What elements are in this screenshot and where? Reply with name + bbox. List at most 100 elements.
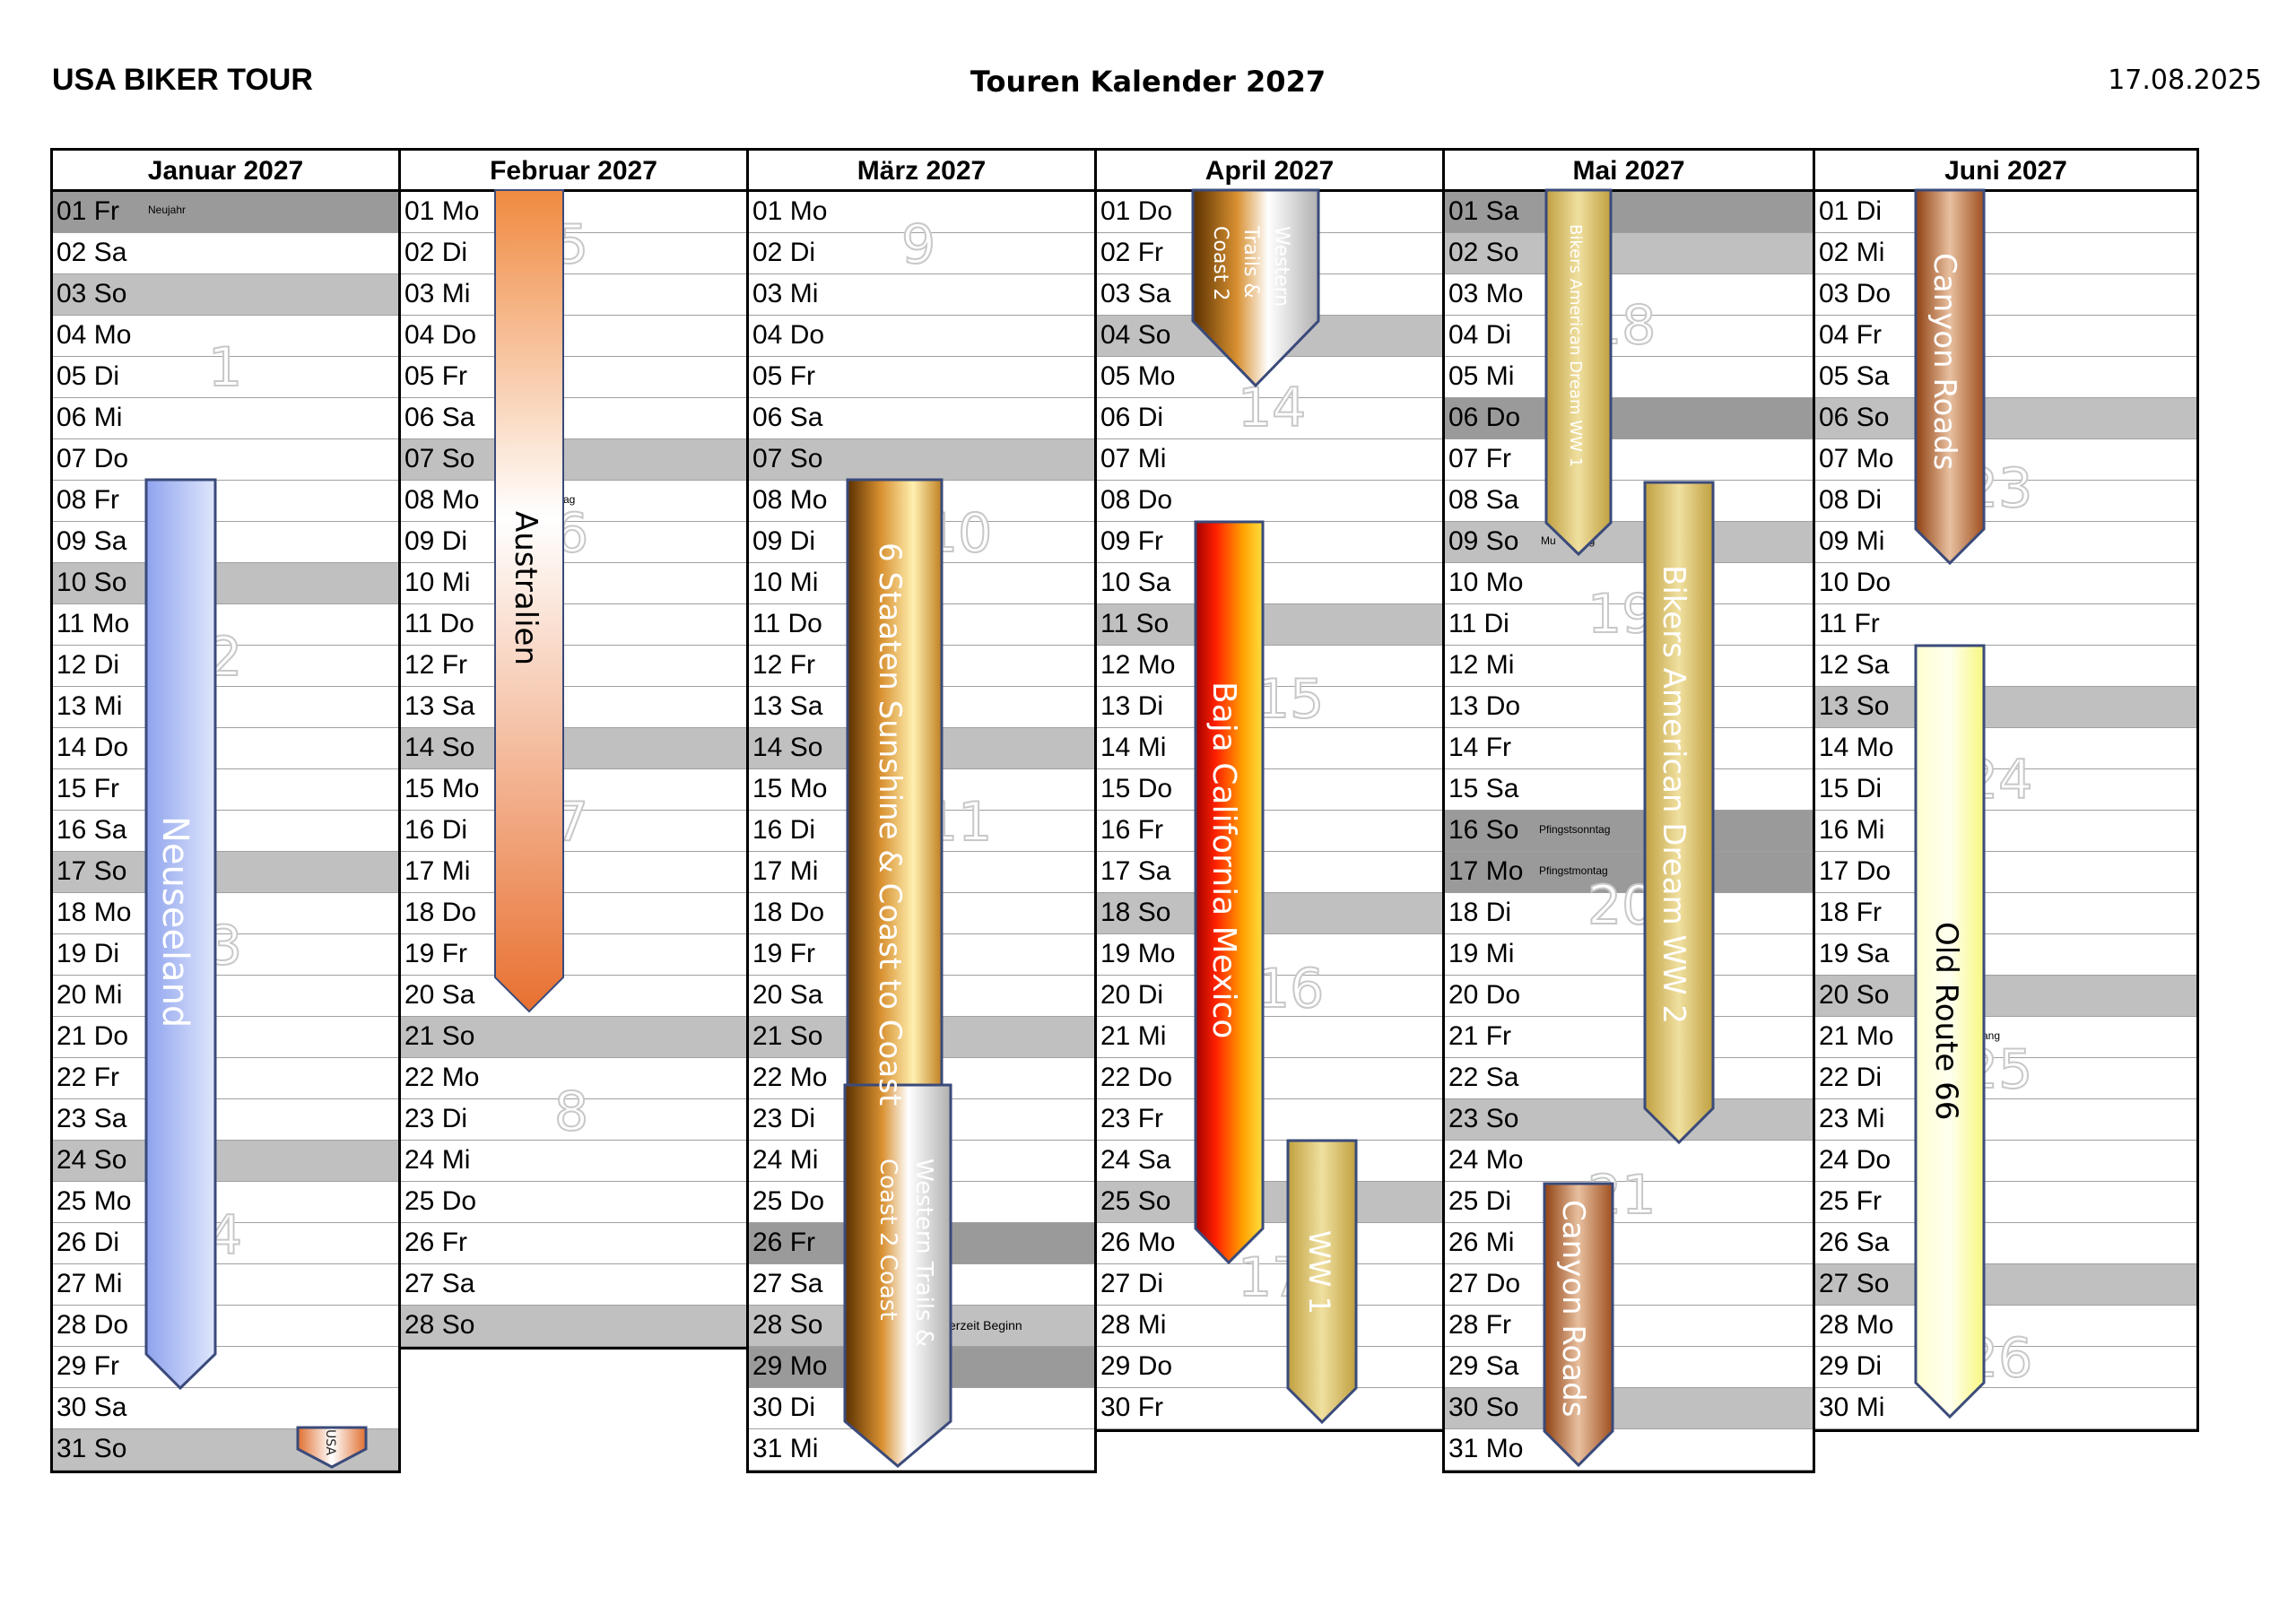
day-row: 02 Mi (1815, 233, 2196, 274)
day-row: 28 Mo (1815, 1306, 2196, 1347)
day-list: 01 Mo 02 Di 03 Mi 04 Do 05 Fr 06 Sa 07 So 08 Mo… (401, 192, 746, 1347)
day-row: 03 So (53, 274, 398, 316)
day-row: 13 Do (1445, 687, 1813, 728)
day-row: 20 Di (1097, 976, 1442, 1017)
day-row: 09 Di (401, 522, 746, 563)
day-row: 17 So (53, 852, 398, 893)
day-row: 15 Do (1097, 769, 1442, 811)
day-row: 01 Di (1815, 192, 2196, 233)
day-row: 20 Mi (53, 976, 398, 1017)
day-row: 28 Do (53, 1306, 398, 1347)
day-row: 09 Sa (53, 522, 398, 563)
day-list: 01 Sa 02 So 03 Mo 04 Di 05 Mi 06 Do 07 Fr 08 Sa… (1445, 192, 1813, 1471)
month-column-june: Juni 2027 01 Di 02 Mi 03 Do 04 Fr 05 Sa 06 So… (1813, 148, 2199, 1432)
holiday-note-pfingstmontag: Pfingstmontag (1539, 864, 1608, 877)
tour-label-usa: USA (323, 1429, 337, 1455)
day-row: 01 Mo (749, 192, 1094, 233)
day-row: 16 So (1445, 811, 1813, 852)
day-row: 15 Sa (1445, 769, 1813, 811)
day-row: 14 Do (53, 728, 398, 769)
tour-label-baja: Baja California Mexico (1205, 681, 1242, 1039)
day-row: 12 Mo (1097, 646, 1442, 687)
tour-bar-usa (296, 1426, 368, 1469)
day-row: 12 Di (53, 646, 398, 687)
day-row: 23 Di (401, 1099, 746, 1141)
day-row: 25 Mo (53, 1182, 398, 1223)
month-header: März 2027 (749, 151, 1094, 192)
tour-label-bad-ww1: Bikers American Dream WW 1 (1566, 224, 1585, 468)
day-row: 04 Mo (53, 316, 398, 357)
day-row: 17 Do (1815, 852, 2196, 893)
day-row: 01 Mo (401, 192, 746, 233)
day-row: 27 Sa (401, 1264, 746, 1306)
day-row: 22 Do (1097, 1058, 1442, 1099)
day-row: 05 Di (53, 357, 398, 398)
day-row: 16 Sa (53, 811, 398, 852)
tour-label-neuseeland: Neuseeland (154, 816, 196, 1028)
day-row: 29 Do (1097, 1347, 1442, 1388)
day-row: 18 Mo (53, 893, 398, 934)
tour-bar-bad-ww1 (1544, 188, 1613, 557)
week-number: 14 (1237, 376, 1307, 440)
day-row: 29 Sa (1445, 1347, 1813, 1388)
day-row: 06 Sa (401, 398, 746, 439)
day-row: 19 Mo (1097, 934, 1442, 976)
company-name: USA BIKER TOUR (52, 63, 313, 97)
day-row: 20 So (1815, 976, 2196, 1017)
day-row: 22 Fr (53, 1058, 398, 1099)
day-row: 25 So (1097, 1182, 1442, 1223)
day-row: 02 Sa (53, 233, 398, 274)
day-row: 16 Fr (1097, 811, 1442, 852)
day-row: 06 Di (1097, 398, 1442, 439)
day-row: 09 Mi (1815, 522, 2196, 563)
day-row: 07 Mo (1815, 439, 2196, 481)
day-row: 14 Mo (1815, 728, 2196, 769)
day-row: 11 Do (401, 604, 746, 646)
day-row: 17 Sa (1097, 852, 1442, 893)
tour-bar-australien (494, 189, 564, 1013)
week-number: 15 (1255, 667, 1325, 732)
day-row: 18 Di (1445, 893, 1813, 934)
day-row: 15 Mo (401, 769, 746, 811)
day-row: 18 So (1097, 893, 1442, 934)
day-row: 12 Mi (1445, 646, 1813, 687)
month-header: Juni 2027 (1815, 151, 2196, 192)
day-row: 24 Do (1815, 1141, 2196, 1182)
holiday-note-neujahr: Neujahr (148, 204, 187, 216)
day-row: 05 Sa (1815, 357, 2196, 398)
day-row: 12 Fr (401, 646, 746, 687)
day-row: 22 Mo (401, 1058, 746, 1099)
day-row: 26 Mi (1445, 1223, 1813, 1264)
page-title: Touren Kalender 2027 (970, 65, 1326, 99)
tour-bar-western-trails-april (1191, 188, 1320, 388)
holiday-note: Mu (1541, 534, 1556, 547)
day-row: 03 Mo (1445, 274, 1813, 316)
tour-bar-ww1 (1286, 1139, 1358, 1425)
day-row: 23 So (1445, 1099, 1813, 1141)
day-row: 01 Sa (1445, 192, 1813, 233)
day-row: 08 Di (1815, 481, 2196, 522)
day-row: 30 Mi (1815, 1388, 2196, 1429)
day-row: 18 Fr (1815, 893, 2196, 934)
tour-label-6-staaten: 6 Staaten Sunshine & Coast to Coast (872, 542, 908, 1107)
day-row: 23 Mi (1815, 1099, 2196, 1141)
day-row: 04 Di (1445, 316, 1813, 357)
month-column-may: Mai 2027 01 Sa 02 So 03 Mo 04 Di 05 Mi 06 Do 0… (1442, 148, 1815, 1473)
day-row: 13 Sa (401, 687, 746, 728)
tour-bar-old-route-66 (1914, 644, 1986, 1419)
day-row: 12 Sa (1815, 646, 2196, 687)
day-row: 26 Fr (401, 1223, 746, 1264)
day-row: 04 Do (401, 316, 746, 357)
day-row: 30 Fr (1097, 1388, 1442, 1429)
day-row: 09 So (1445, 522, 1813, 563)
day-row: 03 Mi (401, 274, 746, 316)
day-row: 07 So (749, 439, 1094, 481)
day-row: 14 Fr (1445, 728, 1813, 769)
day-row: 06 So (1815, 398, 2196, 439)
day-row: 21 So (401, 1017, 746, 1058)
day-row: 23 Fr (1097, 1099, 1442, 1141)
day-list: 01 Fr 02 Sa 03 So 04 Mo 05 Di 06 Mi 07 Do 08 Fr… (53, 192, 398, 1471)
day-row: 24 Mi (401, 1141, 746, 1182)
day-row: 04 Fr (1815, 316, 2196, 357)
